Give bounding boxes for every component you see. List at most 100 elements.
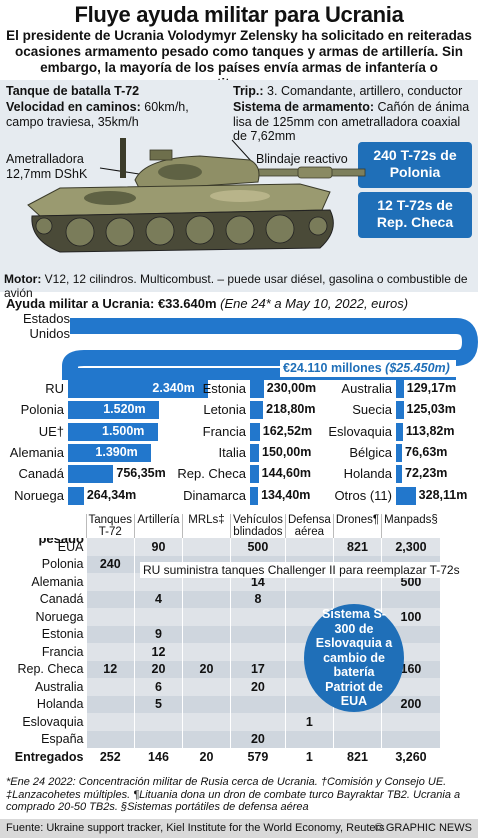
table-cell: 20	[229, 678, 286, 696]
totals-row: Entregados 252 146 20 579 1 821 3,260	[4, 748, 440, 766]
table-cell: 20	[229, 730, 286, 748]
table-cell	[85, 590, 135, 608]
row-label: Rep. Checa	[17, 662, 84, 677]
table-cell: 2,300	[381, 538, 440, 556]
aid-chart-title: Ayuda militar a Ucrania: €33.640m (Ene 2…	[6, 296, 408, 311]
table-cell: 579	[229, 748, 286, 766]
table-cell	[284, 590, 334, 608]
table-cell: 8	[229, 590, 286, 608]
column-header: Drones¶	[332, 514, 382, 538]
bar-label: Rep. Checa	[177, 466, 246, 482]
bar-label: Holanda	[343, 466, 392, 482]
bar-value: 1.500m	[102, 423, 145, 438]
tank-name: Tanque de batalla T-72	[6, 84, 140, 98]
bar-label: Dinamarca	[183, 487, 246, 503]
bar-label: RU	[45, 381, 64, 396]
bar-value: 125,03m	[406, 402, 456, 417]
bar	[396, 422, 403, 441]
credit: © GRAPHIC NEWS	[374, 822, 472, 834]
arms-value: Cañón de ánima lisa de 125mm con ametral…	[233, 100, 470, 143]
table-cell: 1	[284, 748, 334, 766]
table-cell: 500	[229, 538, 286, 556]
bar	[250, 401, 264, 420]
table-cell: 6	[133, 678, 183, 696]
table-cell	[381, 730, 440, 748]
t72-tank-illustration	[27, 138, 366, 253]
bar-label: Polonia	[20, 402, 64, 418]
table-cell: 4	[133, 590, 183, 608]
table-cell	[381, 590, 440, 608]
tank-speed: Velocidad en caminos: 60km/h, campo trav…	[6, 100, 206, 129]
table-cell: 12	[85, 660, 135, 678]
bar-value: 2.340m	[152, 381, 195, 395]
table-cell: 20	[133, 660, 183, 678]
bar	[68, 443, 152, 462]
table-cell	[85, 625, 135, 643]
bar-label: Australia	[341, 381, 392, 396]
bar-value: 144,60m	[261, 466, 312, 481]
bar-label: Canadá	[18, 466, 64, 482]
table-cell	[181, 713, 231, 731]
table-cell: 12	[133, 643, 183, 661]
row-label: Canadá	[39, 592, 84, 607]
bar-value: 134,40m	[261, 487, 311, 502]
table-cell	[181, 695, 231, 713]
table-cell: 1	[284, 713, 334, 731]
bar-label: Francia	[202, 423, 246, 439]
bar	[68, 380, 209, 398]
table-cell	[229, 608, 286, 626]
bar	[68, 465, 114, 484]
row-label: Estonia	[41, 627, 84, 642]
table-cell	[181, 643, 231, 661]
motor-label: Motor:	[4, 272, 42, 286]
bar-value: 230,00m	[266, 381, 317, 395]
bar-label: Eslovaquia	[328, 423, 392, 439]
tank-crew: Trip.: 3. Comandante, artillero, conduct…	[233, 84, 473, 99]
row-label: EUA	[57, 539, 84, 554]
table-cell	[181, 608, 231, 626]
table-cell	[284, 538, 334, 556]
row-label: Entregados	[14, 749, 84, 764]
table-cell	[332, 590, 382, 608]
table-cell	[85, 608, 135, 626]
table-cell	[181, 730, 231, 748]
bar-label: UE†	[38, 423, 64, 439]
table-cell: 90	[133, 538, 183, 556]
table-cell	[85, 573, 135, 591]
bar-label: Noruega	[14, 487, 64, 503]
table-cell	[85, 678, 135, 696]
bar-value: 328,11m	[418, 487, 468, 502]
table-cell	[181, 538, 231, 556]
table-cell	[85, 730, 135, 748]
us-value-usd: ($25.450m)	[385, 361, 450, 375]
column-header: Defensa aérea	[284, 514, 334, 538]
table-row: Eslovaquia 1	[4, 713, 440, 731]
bar-value: 72,23m	[405, 466, 448, 481]
speed-value: 60km/h,	[144, 100, 189, 114]
row-label: Holanda	[36, 697, 84, 712]
us-value-label: €24.110 millones ($25.450m)	[280, 360, 456, 377]
bar	[396, 380, 404, 398]
country-aid-bars: RU 2.340m Polonia 1.520m UE† 1.500m Alemania 1.…	[0, 378, 478, 508]
bar	[396, 443, 402, 462]
table-cell: 240	[85, 555, 135, 573]
table-row: Francia 12	[4, 643, 440, 661]
table-cell	[133, 713, 183, 731]
table-cell	[85, 713, 135, 731]
table-row: EUA 90 500 821 2,300	[4, 538, 440, 556]
table-cell: 17	[229, 660, 286, 678]
bar	[68, 486, 84, 505]
column-header: MRLs‡	[181, 514, 231, 538]
row-label: Australia	[34, 679, 84, 694]
bar-value: 264,34m	[86, 487, 137, 502]
table-cell	[181, 625, 231, 643]
row-label: Polonia	[41, 557, 84, 572]
bar-value: 150,00m	[262, 444, 312, 459]
table-cell	[381, 713, 440, 731]
us-bar-loop	[62, 318, 478, 380]
bar-label: Italia	[218, 444, 246, 460]
table-cell	[284, 730, 334, 748]
column-header: Vehículos blindados	[229, 514, 286, 538]
bar	[250, 443, 259, 462]
footnotes: *Ene 24 2022: Concentración militar de R…	[6, 776, 461, 813]
